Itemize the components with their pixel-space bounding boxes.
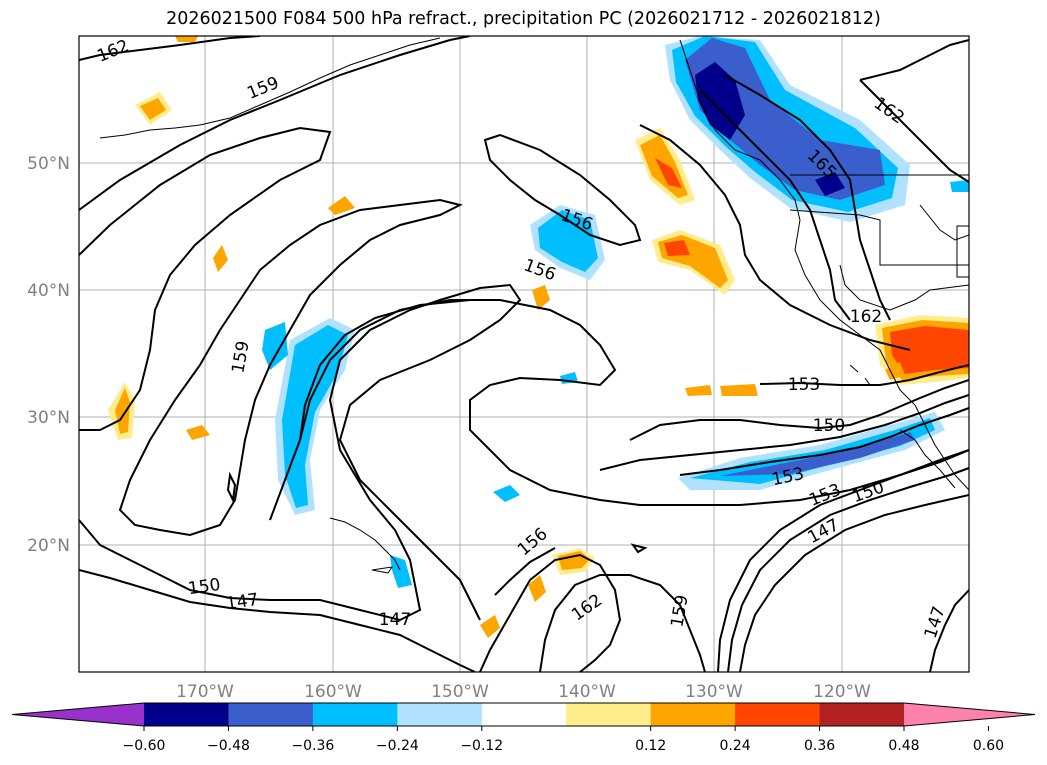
precip-pos-w1b — [140, 98, 166, 120]
precip-neg-band-mid — [690, 418, 935, 484]
lon-label: 120°W — [813, 682, 871, 702]
colorbar-bin — [650, 703, 736, 726]
contour-label: 147 — [379, 610, 411, 630]
contour-label: 150 — [813, 416, 845, 436]
contour-label: 147 — [225, 590, 260, 614]
colorbar-bin — [228, 703, 314, 726]
colorbar-tick-label: −0.12 — [460, 738, 503, 754]
precip-pos-w5 — [186, 425, 210, 440]
colorbar-bin — [397, 703, 483, 726]
lon-label: 160°W — [304, 682, 362, 702]
colorbar-bin — [312, 703, 398, 726]
precip-pos-w3 — [213, 245, 228, 272]
lon-label: 130°W — [685, 682, 743, 702]
colorbar: −0.60 −0.48 −0.36 −0.24 −0.12 0.12 0.24 0.36 0.4… — [11, 702, 1036, 754]
precip-pos-c3 — [720, 384, 758, 396]
lon-label: 150°W — [431, 682, 489, 702]
precip-pos-w6 — [175, 36, 198, 42]
lat-label: 40°N — [27, 281, 70, 301]
colorbar-bin — [144, 703, 229, 726]
colorbar-tick-label: −0.48 — [207, 738, 250, 754]
lat-label: 30°N — [27, 408, 70, 428]
precip-neg-west-mid — [282, 325, 348, 508]
precip-neg-small2 — [493, 485, 520, 502]
coastlines — [99, 37, 969, 574]
precip-pos-c1 — [532, 285, 550, 310]
precip-neg-ca — [950, 180, 969, 192]
precip-pos-c2 — [685, 385, 712, 396]
precip-pos-ca-dark — [890, 326, 969, 374]
longitude-labels: 170°W 160°W 150°W 140°W 130°W 120°W — [176, 682, 871, 702]
gridlines — [79, 36, 969, 672]
colorbar-tick-label: 0.48 — [888, 738, 919, 754]
colorbar-tick-label: −0.24 — [376, 738, 419, 754]
colorbar-bin — [566, 703, 652, 726]
precip-pos-s3 — [480, 615, 500, 638]
precip-pos-s4 — [885, 362, 905, 380]
contour-label: 150 — [187, 575, 222, 599]
contour-label: 153 — [788, 375, 820, 395]
colorbar-tick-label: 0.60 — [973, 738, 1004, 754]
precip-neg-central-mid — [538, 210, 598, 272]
precip-pos-w2 — [328, 196, 355, 215]
precip-neg-hawaii — [390, 555, 412, 588]
colorbar-bin — [481, 703, 567, 726]
precip-pos-e-dark — [664, 240, 690, 256]
colorbar-tick-label: −0.60 — [123, 738, 166, 754]
colorbar-tick-label: 0.24 — [720, 738, 751, 754]
precip-neg-nw-deep — [695, 62, 745, 140]
map-title: 2026021500 F084 500 hPa refract., precip… — [166, 9, 881, 29]
lat-label: 20°N — [27, 536, 70, 556]
lon-label: 140°W — [558, 682, 616, 702]
precip-pos-ne-dark — [655, 158, 682, 188]
colorbar-tick-label: −0.36 — [291, 738, 334, 754]
refractivity-contours — [79, 36, 969, 672]
precip-pos-s2 — [528, 575, 546, 602]
colorbar-tick-label: 0.36 — [804, 738, 835, 754]
precip-neg-nw-deep2 — [815, 172, 845, 196]
colorbar-bin — [735, 703, 821, 726]
contour-label: 162 — [850, 307, 882, 327]
colorbar-tick-label: 0.12 — [635, 738, 666, 754]
colorbar-extend-min — [12, 703, 144, 726]
precip-neg-nw-dark — [685, 38, 885, 200]
lon-label: 170°W — [176, 682, 234, 702]
colorbar-extend-max — [904, 703, 1035, 726]
precip-neg-small1 — [262, 322, 288, 370]
precip-neg-band-dark — [720, 432, 915, 476]
latitude-labels: 50°N 40°N 30°N 20°N — [27, 154, 70, 556]
colorbar-bin — [819, 703, 905, 726]
precip-pos-w4b — [115, 388, 130, 434]
map-frame — [78, 35, 970, 673]
lat-label: 50°N — [27, 154, 70, 174]
